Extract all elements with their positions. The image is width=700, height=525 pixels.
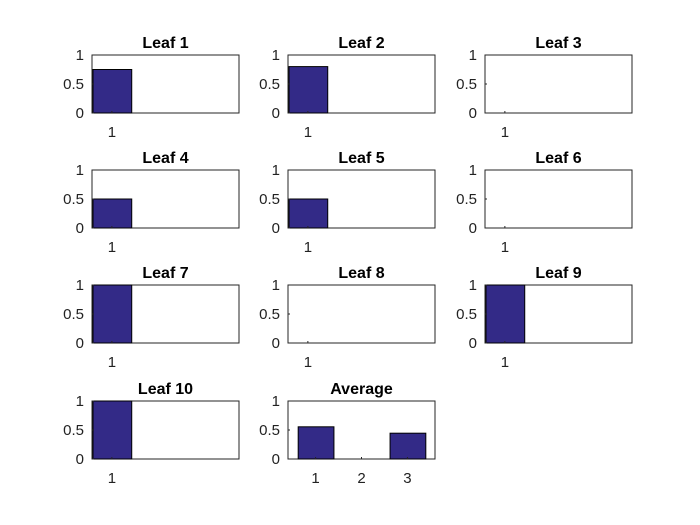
subplot-11: 0 0.5 1 1 2 3 Average xyxy=(259,381,436,487)
x-tick-label: 1 xyxy=(304,124,312,141)
x-tick-label: 1 xyxy=(108,239,116,256)
axes-box xyxy=(484,169,633,229)
y-tick-label: 0.5 xyxy=(456,191,477,208)
y-tick-label: 1 xyxy=(272,393,280,410)
y-tick-label: 0.5 xyxy=(63,76,84,93)
bar-1 xyxy=(92,400,133,460)
axes-box xyxy=(484,54,633,114)
y-tick-label: 0.5 xyxy=(259,306,280,323)
subplot-title: Leaf 1 xyxy=(142,35,188,52)
x-tick-label: 1 xyxy=(501,239,509,256)
subplot-title: Leaf 2 xyxy=(338,35,384,52)
y-tick-label: 0 xyxy=(272,105,280,122)
y-tick-label: 1 xyxy=(76,277,84,294)
x-tick-label: 1 xyxy=(311,470,319,487)
subplot-1: 0 0.5 1 1 Leaf 1 xyxy=(63,35,240,141)
x-tick-label: 1 xyxy=(108,354,116,371)
y-tick-label: 1 xyxy=(272,277,280,294)
bar-1 xyxy=(288,66,329,114)
y-tick-label: 0.5 xyxy=(259,422,280,439)
y-tick-label: 0 xyxy=(272,451,280,468)
y-tick-label: 0.5 xyxy=(259,191,280,208)
bar-1 xyxy=(485,284,526,344)
x-tick-label: 1 xyxy=(108,124,116,141)
y-tick-label: 1 xyxy=(76,393,84,410)
x-tick-label: 1 xyxy=(501,354,509,371)
y-tick-label: 0 xyxy=(272,335,280,352)
subplot-9: 0 0.5 1 1 Leaf 9 xyxy=(456,265,633,371)
bar-1 xyxy=(288,198,329,229)
subplot-title: Leaf 9 xyxy=(535,265,581,282)
bar-1 xyxy=(92,69,133,114)
y-tick-label: 0.5 xyxy=(63,422,84,439)
bar-1 xyxy=(92,198,133,229)
y-tick-label: 0 xyxy=(76,220,84,237)
subplot-3: 0 0.5 1 1 Leaf 3 xyxy=(456,35,633,141)
y-tick-label: 1 xyxy=(76,162,84,179)
y-tick-label: 0 xyxy=(76,335,84,352)
y-tick-label: 1 xyxy=(272,47,280,64)
y-tick-label: 0 xyxy=(272,220,280,237)
y-tick-label: 1 xyxy=(469,162,477,179)
y-tick-label: 0.5 xyxy=(456,306,477,323)
subplot-title: Leaf 5 xyxy=(338,150,384,167)
bar-1 xyxy=(92,284,133,344)
y-tick-label: 0.5 xyxy=(456,76,477,93)
subplot-title: Leaf 6 xyxy=(535,150,581,167)
y-tick-label: 0 xyxy=(76,451,84,468)
subplot-5: 0 0.5 1 1 Leaf 5 xyxy=(259,150,436,256)
y-tick-label: 0.5 xyxy=(63,306,84,323)
y-tick-label: 0 xyxy=(76,105,84,122)
y-tick-label: 0.5 xyxy=(259,76,280,93)
subplot-10: 0 0.5 1 1 Leaf 10 xyxy=(63,381,240,487)
y-tick-label: 0 xyxy=(469,335,477,352)
subplot-7: 0 0.5 1 1 Leaf 7 xyxy=(63,265,240,371)
subplot-title: Leaf 4 xyxy=(142,150,188,167)
x-tick-label: 1 xyxy=(304,239,312,256)
subplot-4: 0 0.5 1 1 Leaf 4 xyxy=(63,150,240,256)
axes-box xyxy=(287,284,436,344)
x-tick-label: 3 xyxy=(403,470,411,487)
y-tick-label: 1 xyxy=(469,277,477,294)
bar-3 xyxy=(389,432,427,460)
subplot-title: Leaf 10 xyxy=(138,381,193,398)
subplot-2: 0 0.5 1 1 Leaf 2 xyxy=(259,35,436,141)
y-tick-label: 1 xyxy=(469,47,477,64)
x-tick-label: 2 xyxy=(357,470,365,487)
x-tick-label: 1 xyxy=(304,354,312,371)
bar-1 xyxy=(297,426,335,460)
subplot-title: Average xyxy=(330,381,393,398)
y-tick-label: 0 xyxy=(469,220,477,237)
y-tick-label: 1 xyxy=(272,162,280,179)
subplot-title: Leaf 8 xyxy=(338,265,384,282)
subplot-title: Leaf 7 xyxy=(142,265,188,282)
y-tick-label: 1 xyxy=(76,47,84,64)
subplot-title: Leaf 3 xyxy=(535,35,581,52)
subplot-6: 0 0.5 1 1 Leaf 6 xyxy=(456,150,633,256)
subplot-8: 0 0.5 1 1 Leaf 8 xyxy=(259,265,436,371)
x-tick-label: 1 xyxy=(501,124,509,141)
y-tick-label: 0.5 xyxy=(63,191,84,208)
y-tick-label: 0 xyxy=(469,105,477,122)
x-tick-label: 1 xyxy=(108,470,116,487)
